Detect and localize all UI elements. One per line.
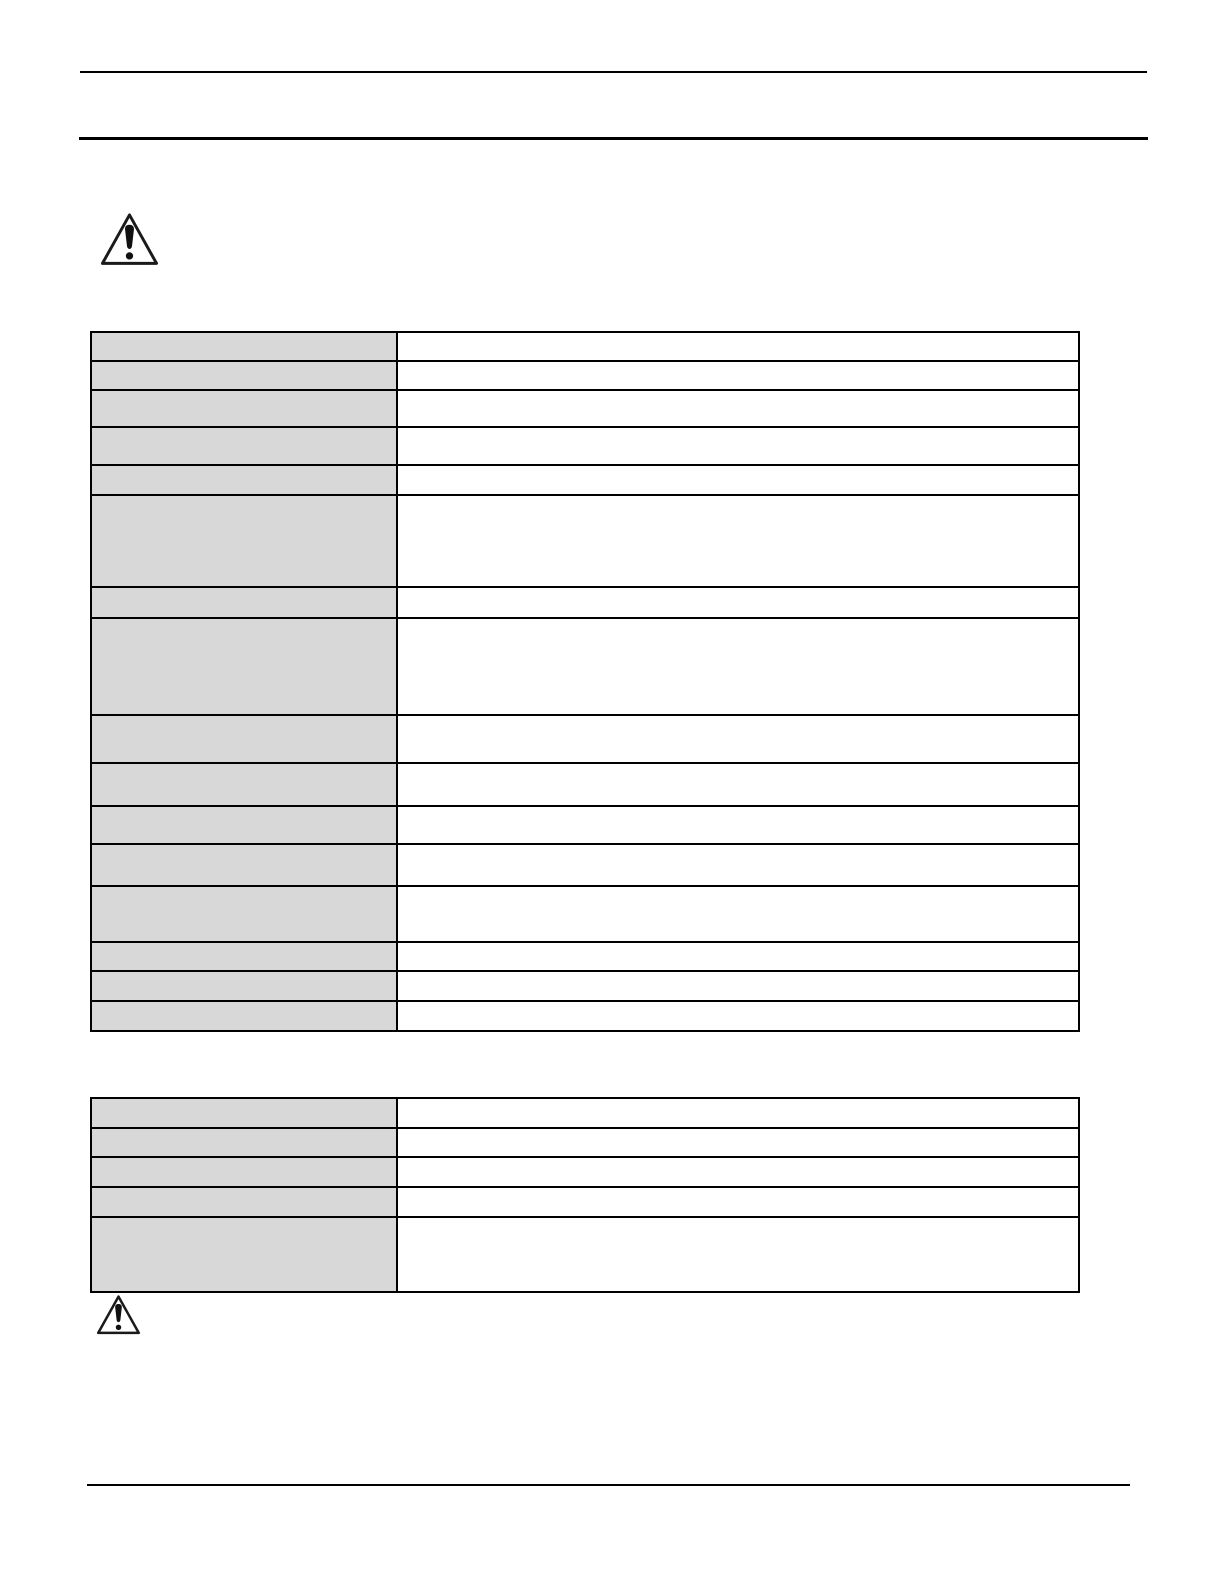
table-row — [90, 843, 1080, 887]
row-value-cell — [396, 843, 1080, 887]
table-row — [90, 331, 1080, 362]
row-value-cell — [396, 494, 1080, 588]
row-value-cell — [396, 360, 1080, 391]
row-label-cell — [90, 464, 398, 496]
row-label-cell — [90, 1156, 398, 1188]
table-row — [90, 885, 1080, 943]
row-label-cell — [90, 970, 398, 1002]
spec-table-primary-body — [90, 331, 1080, 1032]
table-row — [90, 941, 1080, 972]
row-label-cell — [90, 360, 398, 391]
spec-table-secondary — [90, 1097, 1080, 1293]
row-value-cell — [396, 389, 1080, 428]
row-value-cell — [396, 426, 1080, 466]
table-row — [90, 1097, 1080, 1129]
header-rule-thick — [79, 137, 1148, 140]
row-label-cell — [90, 885, 398, 943]
row-value-cell — [396, 1156, 1080, 1188]
row-value-cell — [396, 1097, 1080, 1129]
row-value-cell — [396, 885, 1080, 943]
table-row — [90, 586, 1080, 619]
warning-triangle-icon — [95, 1294, 142, 1336]
row-value-cell — [396, 617, 1080, 716]
table-row — [90, 1156, 1080, 1188]
warning-triangle-icon — [100, 211, 159, 268]
footer-rule — [87, 1484, 1130, 1486]
table-row — [90, 1127, 1080, 1158]
table-row — [90, 389, 1080, 428]
row-label-cell — [90, 426, 398, 466]
row-value-cell — [396, 1216, 1080, 1293]
row-label-cell — [90, 805, 398, 845]
row-value-cell — [396, 1000, 1080, 1032]
row-value-cell — [396, 464, 1080, 496]
row-label-cell — [90, 389, 398, 428]
row-value-cell — [396, 331, 1080, 362]
table-row — [90, 805, 1080, 845]
row-value-cell — [396, 762, 1080, 807]
row-value-cell — [396, 1127, 1080, 1158]
table-row — [90, 464, 1080, 496]
row-label-cell — [90, 1186, 398, 1218]
table-row — [90, 426, 1080, 466]
row-label-cell — [90, 586, 398, 619]
table-row — [90, 1000, 1080, 1032]
table-row — [90, 1216, 1080, 1293]
row-value-cell — [396, 586, 1080, 619]
row-label-cell — [90, 1216, 398, 1293]
row-value-cell — [396, 970, 1080, 1002]
table-row — [90, 970, 1080, 1002]
row-label-cell — [90, 617, 398, 716]
spec-table-secondary-body — [90, 1097, 1080, 1293]
row-label-cell — [90, 1127, 398, 1158]
row-label-cell — [90, 1097, 398, 1129]
spec-table-primary — [90, 331, 1080, 1032]
table-row — [90, 494, 1080, 588]
row-label-cell — [90, 1000, 398, 1032]
table-row — [90, 360, 1080, 391]
table-row — [90, 762, 1080, 807]
row-label-cell — [90, 941, 398, 972]
row-label-cell — [90, 714, 398, 764]
row-label-cell — [90, 762, 398, 807]
row-label-cell — [90, 494, 398, 588]
header-rule-thin — [80, 71, 1147, 73]
row-label-cell — [90, 331, 398, 362]
row-label-cell — [90, 843, 398, 887]
row-value-cell — [396, 941, 1080, 972]
row-value-cell — [396, 805, 1080, 845]
table-row — [90, 1186, 1080, 1218]
row-value-cell — [396, 714, 1080, 764]
row-value-cell — [396, 1186, 1080, 1218]
table-row — [90, 617, 1080, 716]
table-row — [90, 714, 1080, 764]
